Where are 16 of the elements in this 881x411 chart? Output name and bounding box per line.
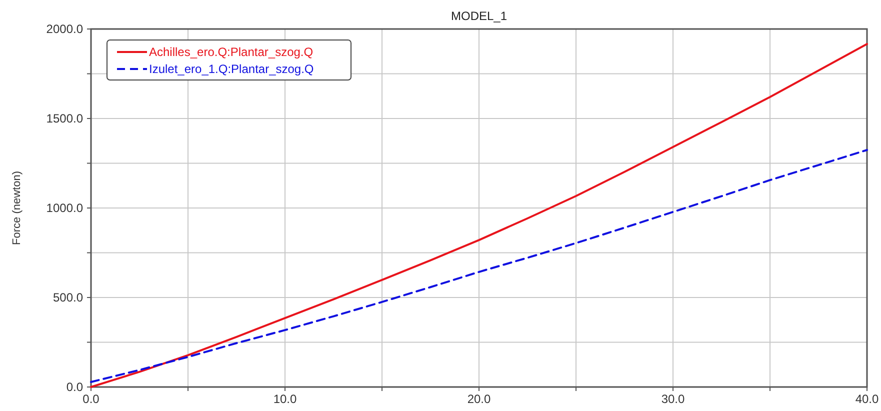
y-tick-label: 2000.0	[46, 22, 84, 36]
legend-label: Izulet_ero_1.Q:Plantar_szog.Q	[149, 62, 314, 76]
y-tick-label: 500.0	[52, 290, 84, 304]
line-series	[90, 149, 868, 383]
y-tick-label: 1000.0	[46, 201, 84, 215]
x-tick-label: 0.0	[82, 392, 100, 406]
y-axis-title: Force (newton)	[11, 171, 23, 245]
x-tick-label: 20.0	[467, 392, 491, 406]
x-tick-label: 10.0	[273, 392, 297, 406]
x-tick-label: 40.0	[855, 392, 879, 406]
y-tick-label: 0.0	[66, 380, 84, 394]
line-series	[90, 43, 868, 388]
legend-label: Achilles_ero.Q:Plantar_szog.Q	[149, 45, 314, 59]
x-tick-label: 30.0	[661, 392, 685, 406]
chart-title: MODEL_1	[450, 9, 508, 23]
y-tick-label: 1500.0	[46, 112, 84, 126]
